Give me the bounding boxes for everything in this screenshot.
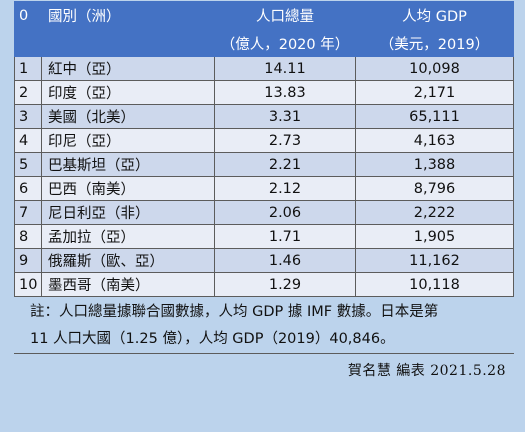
population-cell: 2.12 — [214, 176, 356, 201]
country-cell: 印度（亞） — [41, 80, 215, 105]
header-rank: 0 — [14, 1, 42, 30]
gdp-cell: 1,388 — [355, 152, 514, 177]
rank-cell: 7 — [14, 200, 42, 225]
table-row: 8 孟加拉（亞） 1.71 1,905 — [14, 224, 514, 249]
rank-cell: 8 — [14, 224, 42, 249]
country-cell: 巴西（南美） — [41, 176, 215, 201]
gdp-cell: 11,162 — [355, 248, 514, 273]
country-cell: 印尼（亞） — [41, 128, 215, 153]
gdp-cell: 65,111 — [355, 104, 514, 129]
population-cell: 2.06 — [214, 200, 356, 225]
table-row: 2 印度（亞） 13.83 2,171 — [14, 80, 514, 105]
footnote: 註：人口總量據聯合國數據，人均 GDP 據 IMF 數據。日本是第 11 人口大… — [14, 297, 514, 354]
gdp-cell: 4,163 — [355, 128, 514, 153]
table-row: 6 巴西（南美） 2.12 8,796 — [14, 176, 514, 201]
gdp-cell: 8,796 — [355, 176, 514, 201]
country-cell: 美國（北美） — [41, 104, 215, 129]
rank-cell: 3 — [14, 104, 42, 129]
rank-cell: 9 — [14, 248, 42, 273]
signature: 賀名慧 編表 2021.5.28 — [347, 363, 506, 379]
table-row: 7 尼日利亞（非） 2.06 2,222 — [14, 200, 514, 225]
gdp-cell: 10,118 — [355, 272, 514, 297]
gdp-cell: 2,171 — [355, 80, 514, 105]
gdp-cell: 10,098 — [355, 56, 514, 81]
footnote-line-2: 11 人口大國（1.25 億），人均 GDP（2019）40,846。 — [30, 331, 395, 347]
table-row: 4 印尼（亞） 2.73 4,163 — [14, 128, 514, 153]
population-cell: 1.29 — [214, 272, 356, 297]
country-cell: 巴基斯坦（亞） — [41, 152, 215, 177]
country-cell: 墨西哥（南美） — [41, 272, 215, 297]
header-population: 人口總量 — [214, 1, 356, 30]
population-cell: 13.83 — [214, 80, 356, 105]
header-gdp: 人均 GDP — [355, 1, 514, 30]
table-row: 10 墨西哥（南美） 1.29 10,118 — [14, 272, 514, 297]
table-row: 5 巴基斯坦（亞） 2.21 1,388 — [14, 152, 514, 177]
country-cell: 孟加拉（亞） — [41, 224, 215, 249]
rank-cell: 4 — [14, 128, 42, 153]
population-cell: 3.31 — [214, 104, 356, 129]
country-cell: 俄羅斯（歐、亞） — [41, 248, 215, 273]
population-cell: 2.21 — [214, 152, 356, 177]
country-cell: 尼日利亞（非） — [41, 200, 215, 225]
header-gdp-unit: （美元，2019） — [355, 29, 514, 57]
header-population-unit: （億人，2020 年） — [214, 29, 356, 57]
gdp-cell: 2,222 — [355, 200, 514, 225]
table-row: 1 紅中（亞） 14.11 10,098 — [14, 56, 514, 81]
table-row: 9 俄羅斯（歐、亞） 1.46 11,162 — [14, 248, 514, 273]
rank-cell: 6 — [14, 176, 42, 201]
rank-cell: 1 — [14, 56, 42, 81]
header-country-blank — [41, 29, 215, 57]
population-cell: 2.73 — [214, 128, 356, 153]
gdp-cell: 1,905 — [355, 224, 514, 249]
rank-cell: 2 — [14, 80, 42, 105]
population-cell: 1.46 — [214, 248, 356, 273]
footnote-line-1: 註：人口總量據聯合國數據，人均 GDP 據 IMF 數據。日本是第 — [30, 304, 439, 320]
country-cell: 紅中（亞） — [41, 56, 215, 81]
table-header: 0 國別（洲） 人口總量 人均 GDP （億人，2020 年） （美元，2019… — [14, 1, 514, 57]
table-row: 3 美國（北美） 3.31 65,111 — [14, 104, 514, 129]
population-cell: 1.71 — [214, 224, 356, 249]
population-gdp-table: 0 國別（洲） 人口總量 人均 GDP （億人，2020 年） （美元，2019… — [14, 1, 514, 297]
table-body: 1 紅中（亞） 14.11 10,098 2 印度（亞） 13.83 2,171… — [14, 56, 514, 297]
rank-cell: 5 — [14, 152, 42, 177]
rank-cell: 10 — [14, 272, 42, 297]
population-cell: 14.11 — [214, 56, 356, 81]
header-country: 國別（洲） — [41, 1, 215, 30]
header-rank-blank — [14, 29, 42, 57]
